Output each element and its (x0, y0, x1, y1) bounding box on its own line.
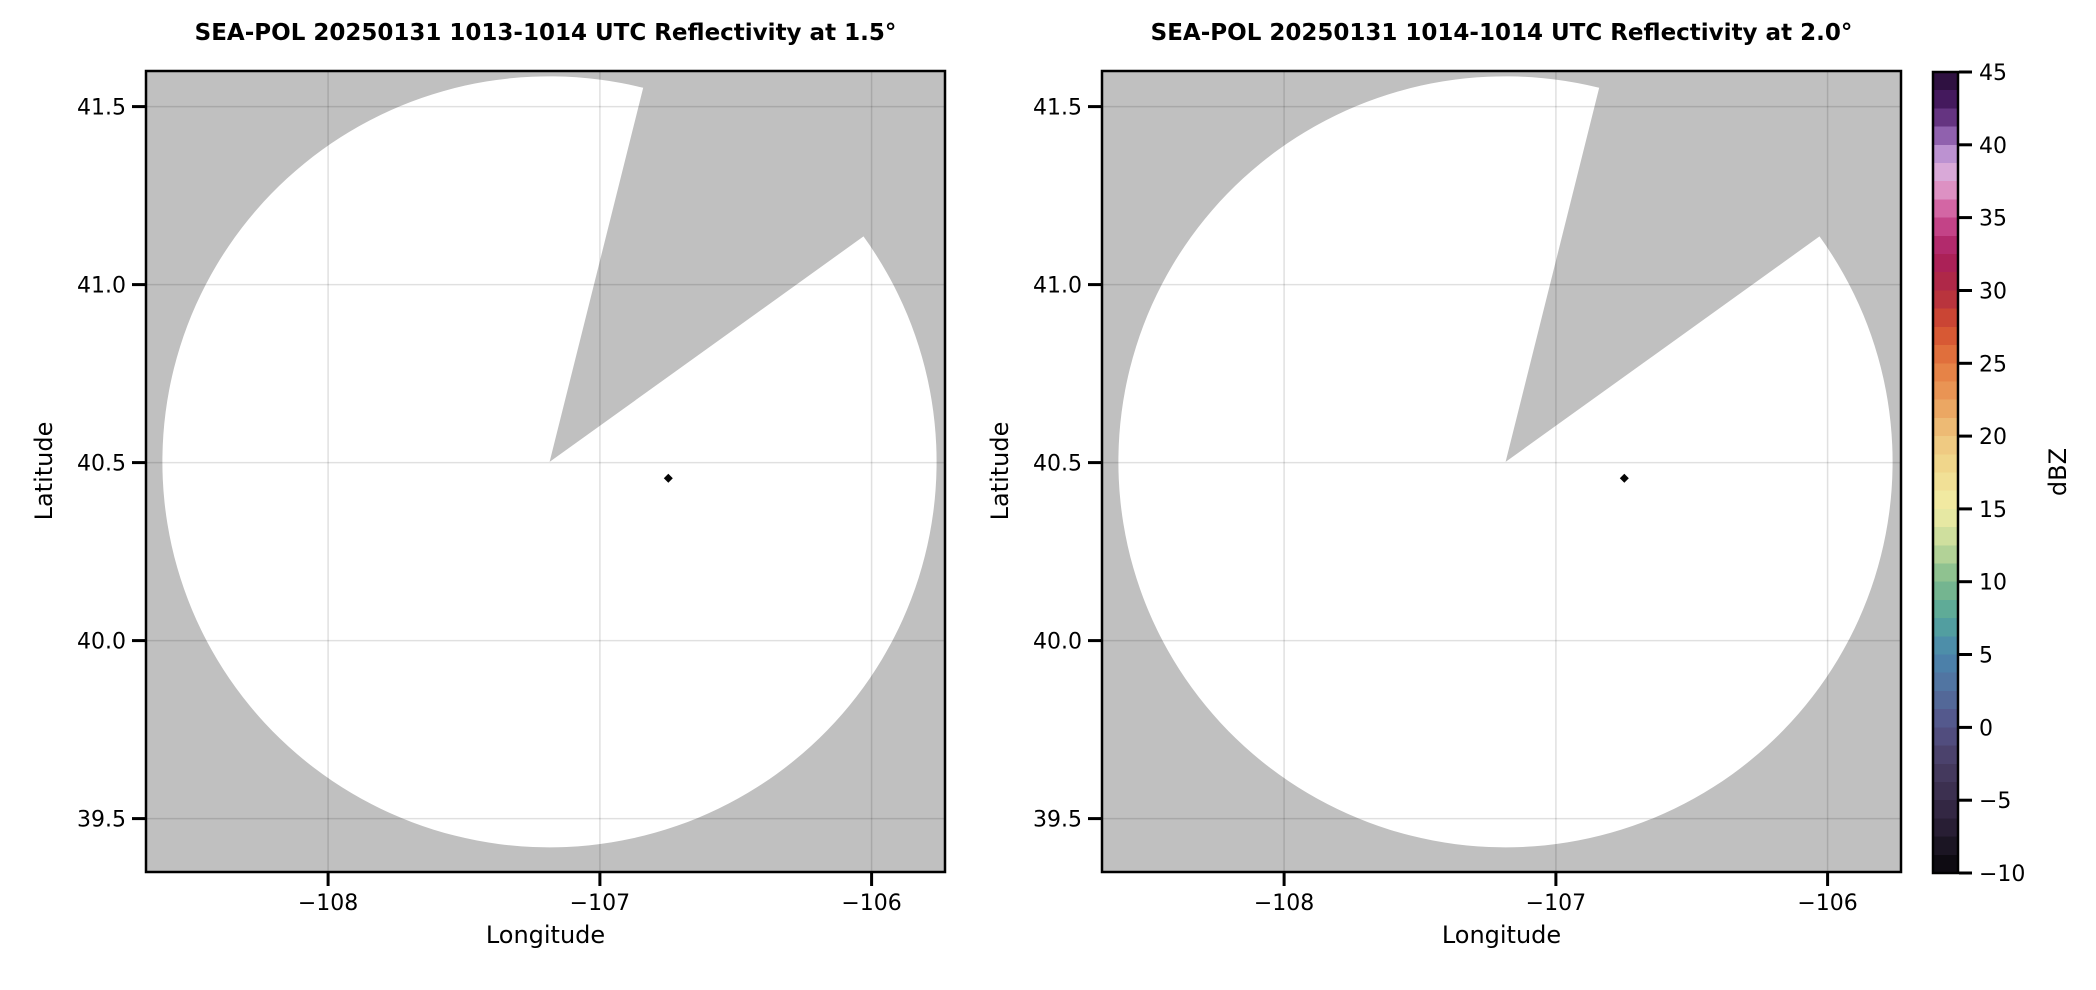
colorbar-tick-label: 45 (1979, 61, 2007, 86)
axes-spine (144, 69, 947, 874)
y-tick-label: 40.5 (77, 452, 126, 477)
colorbar-tick-label: −5 (1979, 789, 2011, 814)
right-panel-title: SEA-POL 20250131 1014-1014 UTC Reflectiv… (1150, 20, 1853, 46)
left-panel-yaxis-label: Latitude (30, 421, 58, 521)
y-tick-label: 40.0 (1033, 630, 1082, 655)
y-tick-label: 41.5 (1033, 96, 1082, 121)
colorbar-tick-label: 20 (1979, 425, 2007, 450)
colorbar-tick-label: 0 (1979, 716, 1993, 741)
y-tick-label: 41.0 (77, 274, 126, 299)
radar-echo-marker (1619, 473, 1629, 483)
left-panel-title: SEA-POL 20250131 1013-1014 UTC Reflectiv… (194, 20, 897, 46)
colorbar-tick-label: 25 (1979, 352, 2007, 377)
left-panel-xaxis-label: Longitude (485, 921, 606, 949)
x-tick-label: −108 (1254, 891, 1314, 916)
colorbar-tick-label: 35 (1979, 207, 2007, 232)
y-tick-label: 39.5 (77, 808, 126, 833)
colorbar-gradient (1933, 72, 1958, 873)
y-tick-label: 40.5 (1033, 452, 1082, 477)
radar-scan-area (162, 76, 937, 848)
colorbar-label: dBZ (2044, 447, 2072, 497)
y-tick-label: 41.5 (77, 96, 126, 121)
x-tick-label: −107 (570, 891, 630, 916)
colorbar-tick-label: 5 (1979, 644, 1993, 669)
axes-spine (1100, 69, 1903, 874)
y-tick-label: 40.0 (77, 630, 126, 655)
x-tick-label: −106 (1797, 891, 1857, 916)
x-tick-label: −106 (841, 891, 901, 916)
colorbar-tick-label: 10 (1979, 571, 2007, 596)
colorbar-tick-label: −10 (1979, 862, 2025, 887)
right-panel-xaxis-label: Longitude (1441, 921, 1562, 949)
x-tick-label: −108 (298, 891, 358, 916)
radar-scan-area (1118, 76, 1893, 848)
colorbar-outline (1931, 70, 1960, 875)
colorbar-tick-label: 30 (1979, 280, 2007, 305)
right-panel-yaxis-label: Latitude (986, 421, 1014, 521)
y-tick-label: 39.5 (1033, 808, 1082, 833)
y-tick-label: 41.0 (1033, 274, 1082, 299)
x-tick-label: −107 (1526, 891, 1586, 916)
colorbar-tick-label: 40 (1979, 134, 2007, 159)
colorbar-tick-label: 15 (1979, 498, 2007, 523)
radar-echo-marker (663, 473, 673, 483)
